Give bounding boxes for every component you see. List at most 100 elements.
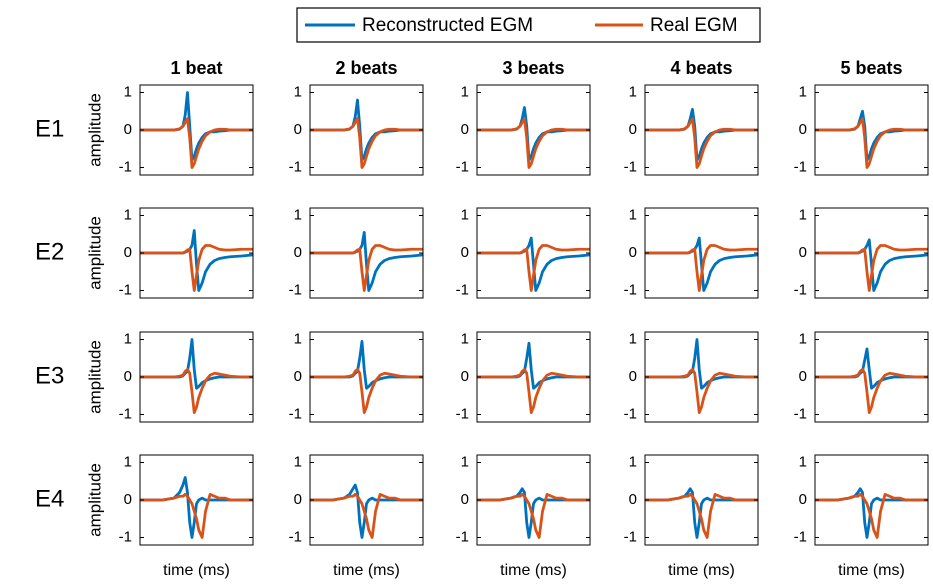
- y-axis-label: amplitude: [85, 463, 104, 537]
- y-tick-label: 0: [629, 491, 637, 508]
- y-tick-label: 0: [294, 244, 302, 261]
- data-line: [140, 476, 253, 539]
- y-tick-label: -1: [456, 158, 469, 175]
- y-tick-label: 0: [629, 368, 637, 385]
- y-tick-label: -1: [289, 158, 302, 175]
- y-tick-label: 0: [629, 244, 637, 261]
- data-line: [815, 492, 928, 539]
- y-tick-label: 1: [124, 330, 132, 347]
- y-axis-label: amplitude: [85, 216, 104, 290]
- row-label: E1: [35, 115, 64, 142]
- legend-label: Reconstructed EGM: [362, 15, 533, 36]
- legend-label: Real EGM: [650, 15, 738, 36]
- x-axis-label: time (ms): [838, 562, 905, 579]
- y-tick-label: -1: [119, 281, 132, 298]
- y-tick-label: -1: [624, 528, 637, 545]
- y-tick-label: -1: [456, 281, 469, 298]
- panel-title: 3 beats: [502, 58, 564, 78]
- row-label: E3: [35, 362, 64, 389]
- plot-frame: [476, 454, 591, 546]
- data-line: [140, 244, 253, 292]
- y-tick-label: 0: [124, 491, 132, 508]
- y-axis-label: amplitude: [85, 93, 104, 167]
- plot-frame: [309, 207, 424, 299]
- y-tick-label: -1: [456, 405, 469, 422]
- data-line: [815, 244, 928, 292]
- plot-frame: [309, 331, 424, 423]
- y-tick-label: 0: [124, 121, 132, 138]
- data-line: [645, 117, 758, 169]
- x-axis-label: time (ms): [500, 562, 567, 579]
- x-axis-label: time (ms): [333, 562, 400, 579]
- x-axis-label: time (ms): [668, 562, 735, 579]
- y-tick-label: -1: [119, 405, 132, 422]
- data-line: [140, 338, 253, 390]
- y-tick-label: 1: [124, 453, 132, 470]
- y-tick-label: -1: [119, 158, 132, 175]
- y-tick-label: 1: [629, 206, 637, 223]
- data-line: [310, 483, 423, 539]
- y-tick-label: 0: [461, 368, 469, 385]
- plot-frame: [139, 207, 254, 299]
- data-line: [310, 117, 423, 169]
- row-label: E2: [35, 238, 64, 265]
- y-tick-label: 1: [461, 206, 469, 223]
- plot-frame: [644, 454, 759, 546]
- data-line: [645, 338, 758, 390]
- y-tick-label: 0: [629, 121, 637, 138]
- plot-frame: [814, 84, 929, 176]
- y-tick-label: 0: [294, 121, 302, 138]
- y-tick-label: 0: [799, 368, 807, 385]
- data-line: [815, 347, 928, 390]
- y-tick-label: 1: [461, 83, 469, 100]
- y-tick-label: -1: [456, 528, 469, 545]
- y-tick-label: 1: [294, 83, 302, 100]
- data-line: [477, 487, 590, 539]
- plot-frame: [814, 207, 929, 299]
- panel-title: 4 beats: [670, 58, 732, 78]
- y-tick-label: 1: [799, 330, 807, 347]
- y-tick-label: -1: [624, 405, 637, 422]
- y-tick-label: 0: [461, 121, 469, 138]
- y-tick-label: -1: [289, 528, 302, 545]
- y-tick-label: 0: [124, 368, 132, 385]
- data-line: [140, 368, 253, 415]
- y-tick-label: 0: [799, 491, 807, 508]
- plot-frame: [814, 454, 929, 546]
- y-tick-label: -1: [289, 405, 302, 422]
- data-line: [815, 117, 928, 169]
- data-line: [645, 492, 758, 539]
- data-line: [815, 487, 928, 539]
- y-tick-label: 1: [294, 453, 302, 470]
- plot-frame: [139, 454, 254, 546]
- plot-frame: [476, 207, 591, 299]
- plot-frame: [476, 331, 591, 423]
- data-line: [477, 341, 590, 390]
- data-line: [140, 91, 253, 162]
- plot-frame: [309, 454, 424, 546]
- data-line: [310, 339, 423, 390]
- y-tick-label: 1: [799, 453, 807, 470]
- plot-frame: [139, 331, 254, 423]
- y-tick-label: -1: [119, 528, 132, 545]
- y-tick-label: 1: [629, 83, 637, 100]
- y-tick-label: 0: [799, 244, 807, 261]
- y-tick-label: 0: [294, 491, 302, 508]
- data-line: [477, 244, 590, 292]
- y-tick-label: 1: [294, 206, 302, 223]
- y-tick-label: -1: [794, 405, 807, 422]
- plot-frame: [644, 84, 759, 176]
- row-label: E4: [35, 485, 64, 512]
- y-axis-label: amplitude: [85, 340, 104, 414]
- plot-frame: [814, 331, 929, 423]
- data-line: [645, 487, 758, 539]
- panel-title: 2 beats: [335, 58, 397, 78]
- x-axis-label: time (ms): [163, 562, 230, 579]
- data-line: [310, 368, 423, 415]
- panel-title: 5 beats: [840, 58, 902, 78]
- y-tick-label: 0: [294, 368, 302, 385]
- y-tick-label: -1: [794, 281, 807, 298]
- data-line: [645, 244, 758, 292]
- y-tick-label: 1: [124, 83, 132, 100]
- y-tick-label: 1: [124, 206, 132, 223]
